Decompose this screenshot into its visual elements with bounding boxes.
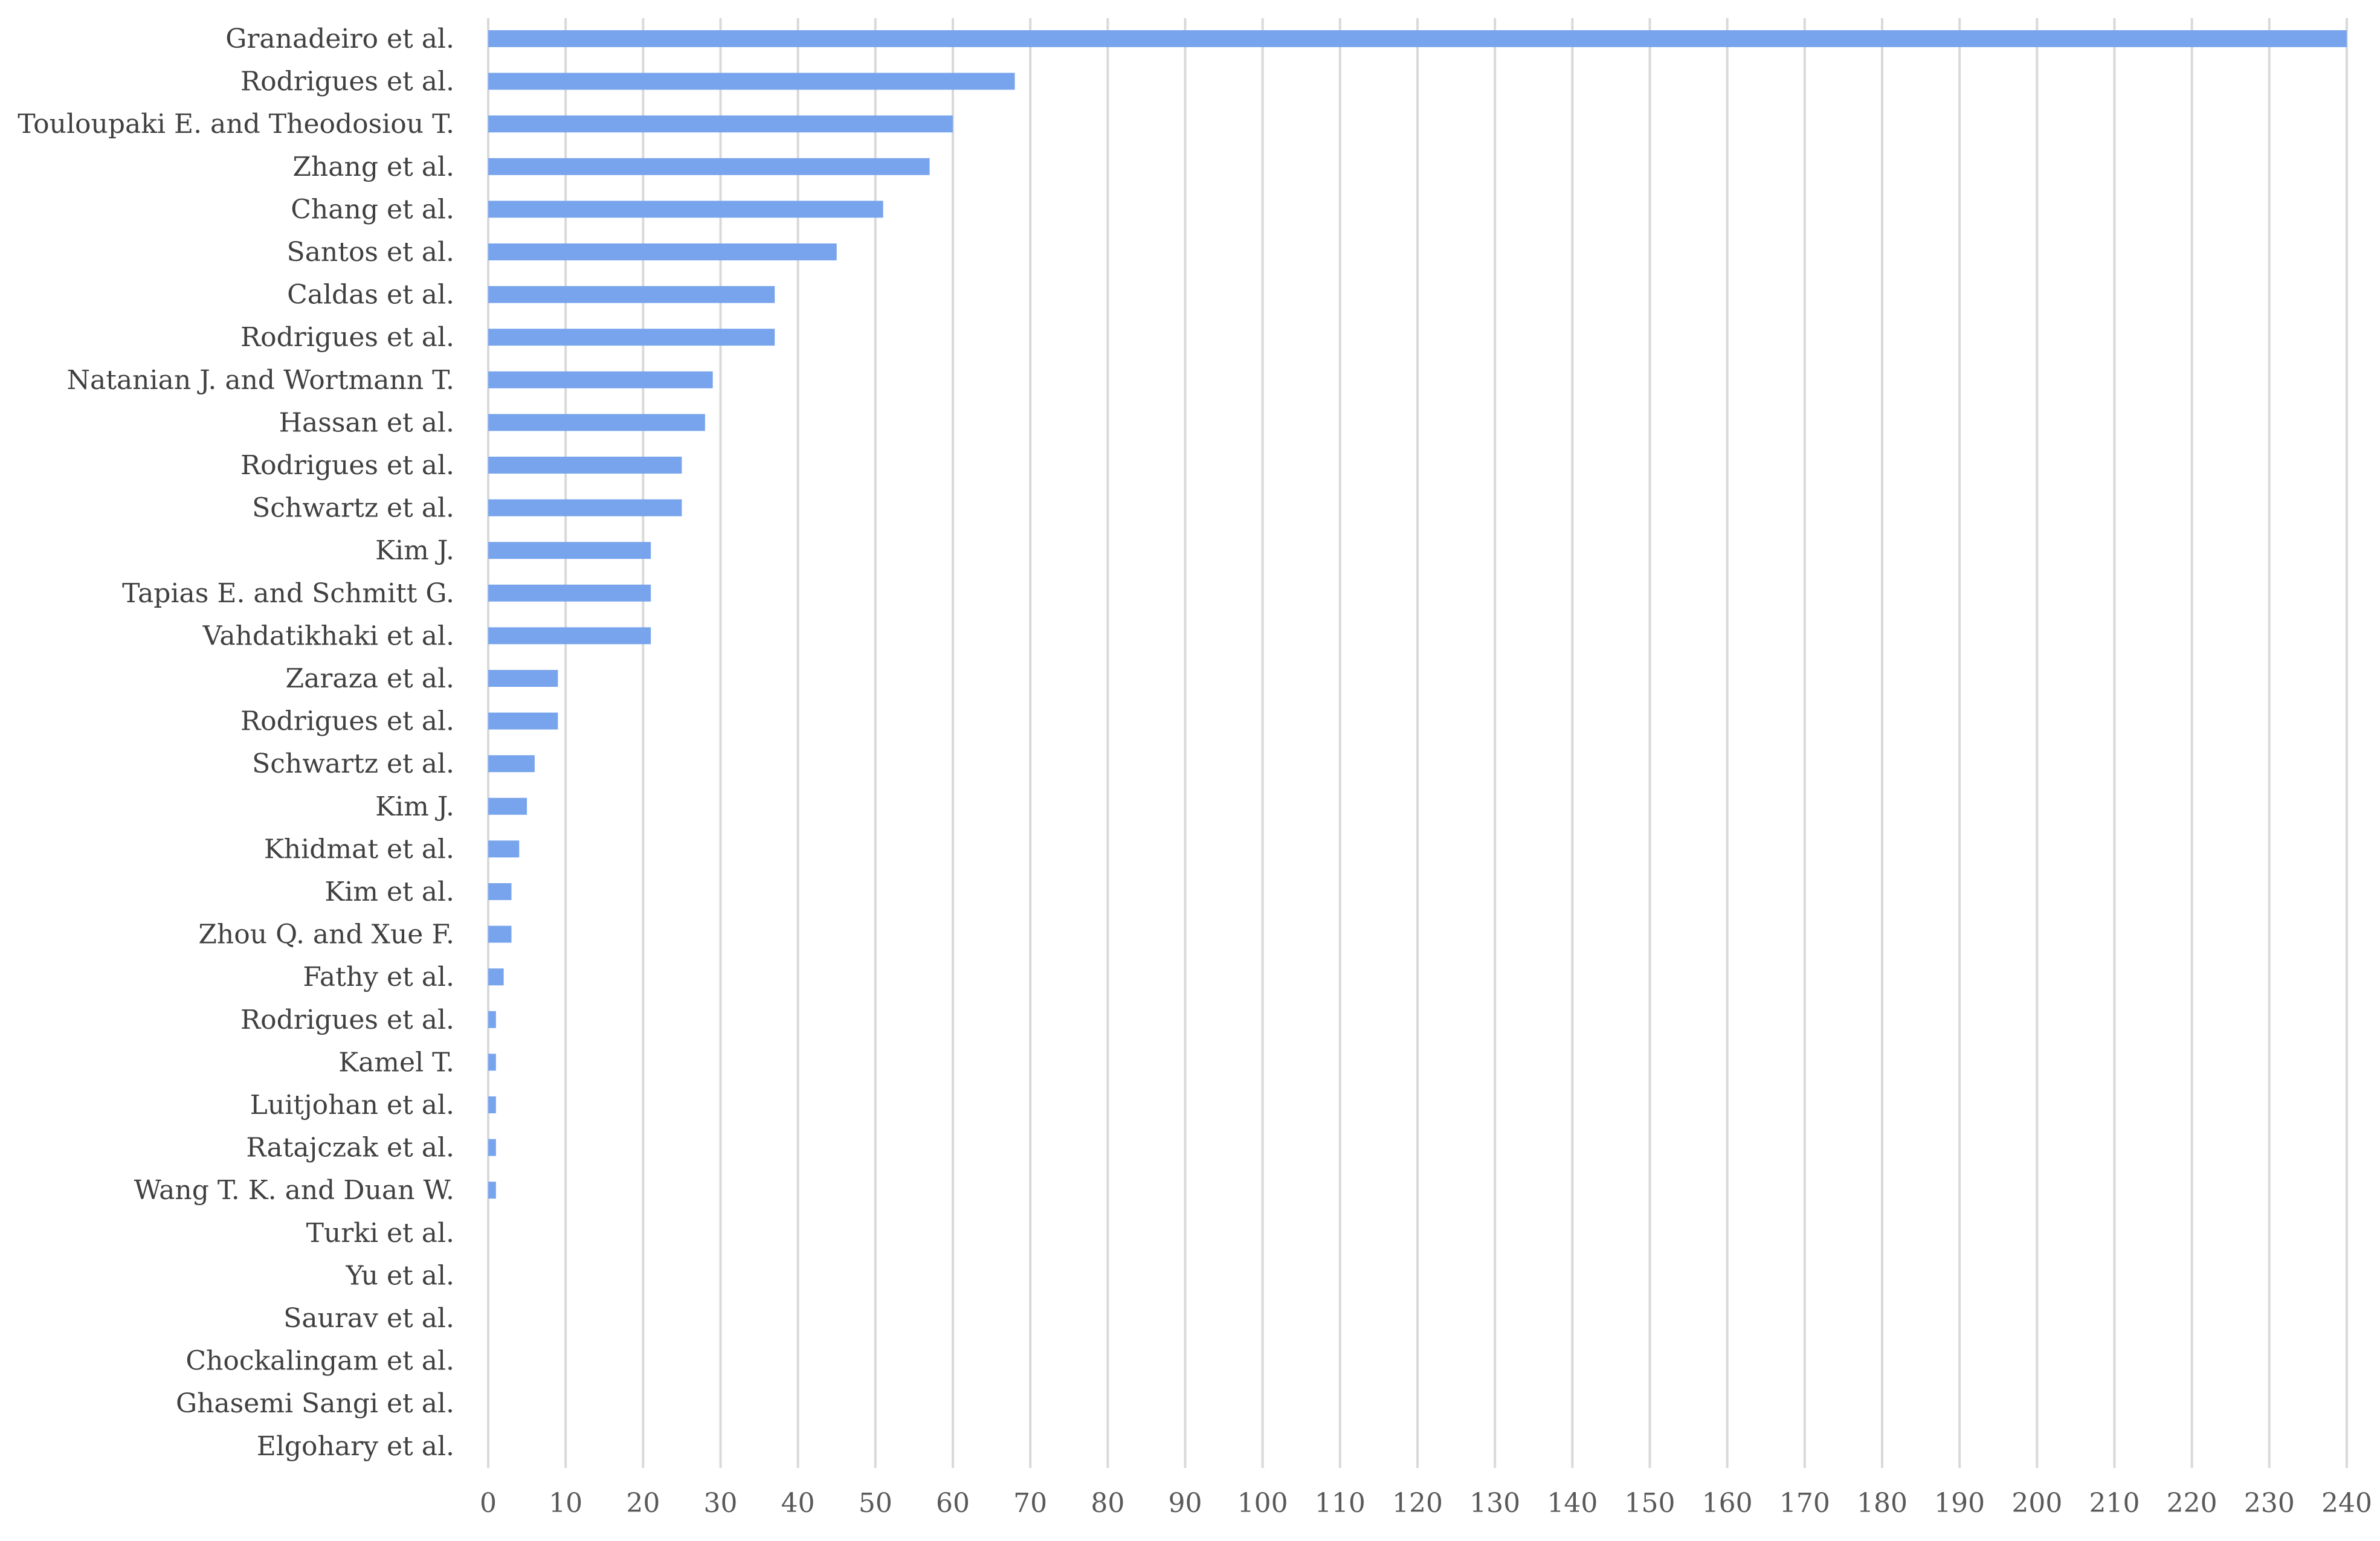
bar bbox=[488, 1096, 496, 1113]
bar bbox=[488, 670, 558, 687]
category-label: Rodrigues et al. bbox=[240, 66, 454, 97]
category-label: Kamel T. bbox=[338, 1047, 454, 1078]
bar bbox=[488, 925, 512, 943]
category-label: Tapias E. and Schmitt G. bbox=[122, 578, 454, 609]
category-label: Zaraza et al. bbox=[286, 663, 454, 694]
x-axis-tick-labels: 0 10 20 30 40 50 60 70 80 90 100 110 120 130 140 150 160… bbox=[480, 1488, 2372, 1519]
category-label: Turki et al. bbox=[306, 1218, 454, 1249]
bar bbox=[488, 499, 682, 516]
category-label: Fathy et al. bbox=[303, 962, 454, 992]
bar bbox=[488, 414, 705, 431]
bar bbox=[488, 584, 651, 602]
bar bbox=[488, 72, 1015, 90]
bar bbox=[488, 712, 558, 730]
x-tick-label: 30 bbox=[704, 1488, 738, 1519]
x-tick-label: 230 bbox=[2244, 1488, 2295, 1519]
bar bbox=[488, 158, 930, 175]
category-label: Rodrigues et al. bbox=[240, 322, 454, 353]
category-label: Chang et al. bbox=[291, 194, 454, 225]
category-label: Kim et al. bbox=[324, 877, 454, 907]
x-tick-label: 50 bbox=[859, 1488, 892, 1519]
category-label: Hassan et al. bbox=[279, 407, 454, 438]
bar bbox=[488, 201, 883, 218]
category-label: Vahdatikhaki et al. bbox=[202, 620, 454, 651]
bar bbox=[488, 115, 953, 133]
category-label: Saurav et al. bbox=[283, 1303, 454, 1334]
category-label: Schwartz et al. bbox=[252, 748, 454, 779]
bar bbox=[488, 968, 504, 986]
bar bbox=[488, 542, 651, 559]
bar bbox=[488, 1011, 496, 1028]
x-tick-label: 20 bbox=[626, 1488, 660, 1519]
bar bbox=[488, 755, 535, 773]
x-tick-label: 110 bbox=[1315, 1488, 1366, 1519]
category-label: Zhou Q. and Xue F. bbox=[198, 919, 454, 950]
category-label: Caldas et al. bbox=[287, 280, 454, 310]
category-label: Luitjohan et al. bbox=[250, 1090, 454, 1121]
x-tick-label: 160 bbox=[1702, 1488, 1753, 1519]
bars bbox=[488, 30, 2347, 1199]
x-tick-label: 40 bbox=[781, 1488, 815, 1519]
x-tick-label: 120 bbox=[1392, 1488, 1443, 1519]
category-label: Santos et al. bbox=[287, 237, 454, 268]
category-label: Kim J. bbox=[375, 535, 454, 566]
bar bbox=[488, 627, 651, 645]
category-label: Chockalingam et al. bbox=[185, 1346, 454, 1377]
bar bbox=[488, 457, 682, 474]
x-tick-label: 170 bbox=[1779, 1488, 1830, 1519]
bar bbox=[488, 243, 837, 260]
bar bbox=[488, 840, 520, 858]
bar bbox=[488, 883, 512, 900]
category-label: Schwartz et al. bbox=[252, 493, 454, 524]
category-label: Ghasemi Sangi et al. bbox=[176, 1388, 454, 1419]
x-tick-label: 220 bbox=[2167, 1488, 2217, 1519]
category-label: Khidmat et al. bbox=[264, 834, 454, 864]
x-tick-label: 90 bbox=[1169, 1488, 1202, 1519]
x-tick-label: 70 bbox=[1013, 1488, 1047, 1519]
x-tick-label: 240 bbox=[2321, 1488, 2372, 1519]
category-label: Granadeiro et al. bbox=[225, 24, 454, 54]
bar bbox=[488, 797, 527, 815]
x-tick-label: 0 bbox=[480, 1488, 497, 1519]
bar bbox=[488, 30, 2347, 47]
x-tick-label: 80 bbox=[1091, 1488, 1124, 1519]
x-tick-label: 10 bbox=[549, 1488, 582, 1519]
x-tick-label: 210 bbox=[2089, 1488, 2140, 1519]
bar bbox=[488, 286, 775, 303]
category-label: Touloupaki E. and Theodosiou T. bbox=[18, 109, 454, 140]
bar bbox=[488, 329, 775, 346]
category-label: Rodrigues et al. bbox=[240, 1005, 454, 1035]
category-label: Wang T. K. and Duan W. bbox=[134, 1175, 454, 1206]
bar bbox=[488, 1054, 496, 1071]
category-label: Yu et al. bbox=[345, 1260, 454, 1291]
category-label: Kim J. bbox=[375, 791, 454, 822]
x-tick-label: 60 bbox=[936, 1488, 970, 1519]
category-label: Rodrigues et al. bbox=[240, 706, 454, 737]
category-label: Ratajczak et al. bbox=[246, 1133, 454, 1163]
x-tick-label: 140 bbox=[1547, 1488, 1598, 1519]
bar bbox=[488, 1182, 496, 1199]
x-tick-label: 130 bbox=[1469, 1488, 1520, 1519]
x-tick-label: 200 bbox=[2011, 1488, 2062, 1519]
x-tick-label: 190 bbox=[1934, 1488, 1985, 1519]
x-tick-label: 150 bbox=[1625, 1488, 1675, 1519]
bar bbox=[488, 371, 713, 388]
x-tick-label: 100 bbox=[1237, 1488, 1288, 1519]
x-tick-label: 180 bbox=[1857, 1488, 1908, 1519]
category-label: Rodrigues et al. bbox=[240, 450, 454, 481]
category-label: Elgohary et al. bbox=[257, 1431, 454, 1462]
category-label: Zhang et al. bbox=[292, 152, 454, 182]
bar bbox=[488, 1139, 496, 1156]
gridlines bbox=[487, 18, 2348, 1468]
category-labels: Granadeiro et al. Rodrigues et al. Touloup… bbox=[18, 24, 454, 1462]
category-label: Natanian J. and Wortmann T. bbox=[67, 365, 454, 396]
